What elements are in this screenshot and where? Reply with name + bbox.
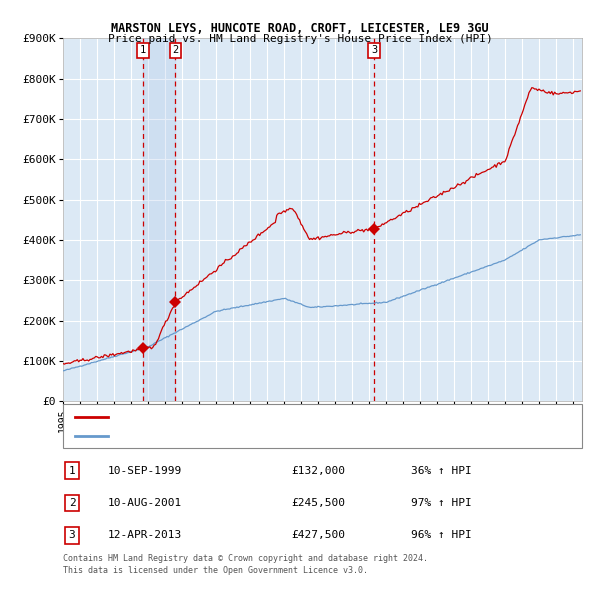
Text: MARSTON LEYS, HUNCOTE ROAD, CROFT, LEICESTER, LE9 3GU (detached house): MARSTON LEYS, HUNCOTE ROAD, CROFT, LEICE… (114, 412, 525, 421)
Bar (143, 38, 175, 401)
Text: 12-APR-2013: 12-APR-2013 (108, 530, 182, 540)
Text: 1: 1 (68, 466, 76, 476)
Text: £427,500: £427,500 (291, 530, 345, 540)
Text: 36% ↑ HPI: 36% ↑ HPI (411, 466, 472, 476)
Text: 2: 2 (68, 498, 76, 508)
Text: This data is licensed under the Open Government Licence v3.0.: This data is licensed under the Open Gov… (63, 566, 368, 575)
Text: 97% ↑ HPI: 97% ↑ HPI (411, 498, 472, 508)
Text: 3: 3 (371, 45, 377, 55)
Text: MARSTON LEYS, HUNCOTE ROAD, CROFT, LEICESTER, LE9 3GU: MARSTON LEYS, HUNCOTE ROAD, CROFT, LEICE… (111, 22, 489, 35)
Text: Contains HM Land Registry data © Crown copyright and database right 2024.: Contains HM Land Registry data © Crown c… (63, 555, 428, 563)
Text: 10-AUG-2001: 10-AUG-2001 (108, 498, 182, 508)
Text: 10-SEP-1999: 10-SEP-1999 (108, 466, 182, 476)
Text: HPI: Average price, detached house, Blaby: HPI: Average price, detached house, Blab… (114, 431, 355, 441)
Text: 3: 3 (68, 530, 76, 540)
Text: 96% ↑ HPI: 96% ↑ HPI (411, 530, 472, 540)
Text: 2: 2 (172, 45, 179, 55)
Text: 1: 1 (140, 45, 146, 55)
Text: £245,500: £245,500 (291, 498, 345, 508)
Text: £132,000: £132,000 (291, 466, 345, 476)
Text: Price paid vs. HM Land Registry's House Price Index (HPI): Price paid vs. HM Land Registry's House … (107, 34, 493, 44)
